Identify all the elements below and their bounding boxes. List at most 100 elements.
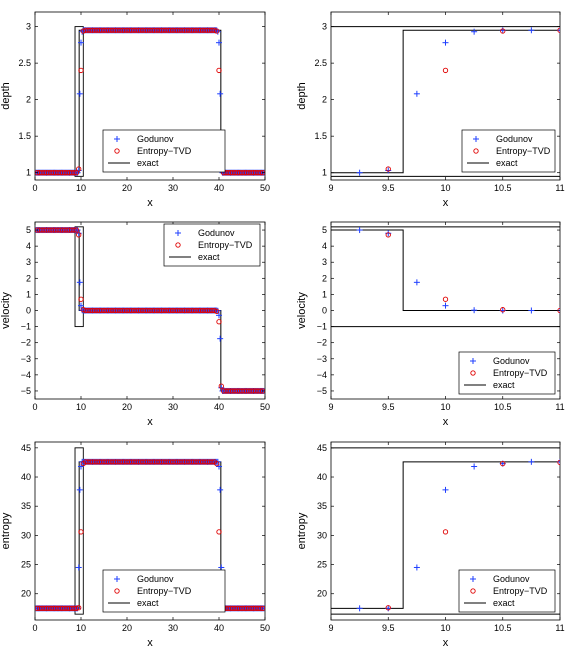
godunov-point <box>217 90 224 97</box>
y-tick-label: 5 <box>26 225 31 235</box>
godunov-point <box>356 169 363 176</box>
y-tick-label: 2.5 <box>314 58 327 68</box>
x-tick-label: 11 <box>555 623 564 633</box>
x-tick-label: 0 <box>32 402 37 412</box>
x-tick-label: 40 <box>214 402 224 412</box>
legend-tvd-marker <box>114 148 120 154</box>
x-tick-label: 11 <box>555 183 564 193</box>
godunov-point <box>471 28 478 35</box>
y-tick-label: 25 <box>317 560 327 570</box>
legend-godunov-label: Godunov <box>137 574 174 584</box>
y-tick-label: 1.5 <box>18 131 31 141</box>
y-tick-label: −1 <box>21 322 31 332</box>
exact-series-line <box>331 29 560 174</box>
y-tick-label: −1 <box>317 322 327 332</box>
tvd-point <box>73 170 80 176</box>
tvd-point <box>216 529 222 535</box>
godunov-point <box>471 463 478 470</box>
legend-exact-label: exact <box>493 380 515 390</box>
plot-area <box>35 26 265 177</box>
y-tick-label: 1 <box>322 289 327 299</box>
tvd-point <box>71 227 77 233</box>
x-tick-label: 9 <box>328 623 333 633</box>
legend-exact-label: exact <box>198 252 220 262</box>
tvd-point <box>442 296 449 302</box>
godunov-point <box>217 335 224 342</box>
tvd-point <box>211 307 218 314</box>
y-tick-label: 30 <box>317 530 327 540</box>
x-axis-label: x <box>443 637 449 649</box>
tvd-point <box>211 27 218 33</box>
legend-tvd-label: Entropy−TVD <box>137 586 192 596</box>
legend: Godunov Entropy−TVD exact <box>458 351 556 395</box>
godunov-point <box>528 307 535 314</box>
godunov-point <box>217 486 224 493</box>
y-tick-label: −3 <box>21 354 31 364</box>
tvd-point <box>385 605 391 611</box>
y-tick-label: 2.5 <box>18 58 31 68</box>
x-tick-label: 40 <box>214 623 224 633</box>
y-tick-label: 20 <box>317 589 327 599</box>
legend-godunov-marker <box>470 358 476 364</box>
tvd-point <box>500 28 506 34</box>
godunov-point <box>76 279 83 286</box>
legend-godunov-label: Godunov <box>137 134 174 144</box>
legend-tvd-marker <box>473 148 479 154</box>
legend-tvd-marker <box>114 588 120 594</box>
y-tick-label: 0 <box>322 306 327 316</box>
x-tick-label: 9.5 <box>382 183 395 193</box>
y-tick-label: 1.5 <box>314 131 327 141</box>
tvd-point <box>76 232 82 238</box>
zoom-box <box>74 226 84 328</box>
y-axis-label: depth <box>0 82 12 110</box>
zoom-box <box>74 26 84 177</box>
x-tick-label: 50 <box>260 623 270 633</box>
x-tick-label: 40 <box>214 183 224 193</box>
panel-velocity-zoom: 9 9.5 10 10.5 11 −5 −4 −3 −2 −1 0 1 2 3 4 5 x velocity God… <box>296 221 565 428</box>
tvd-point <box>73 605 80 611</box>
y-tick-label: 1 <box>26 289 31 299</box>
x-tick-label: 0 <box>32 183 37 193</box>
plot-area <box>331 26 560 177</box>
tvd-point <box>216 319 222 325</box>
godunov-point <box>413 564 420 571</box>
legend-godunov-label: Godunov <box>493 356 530 366</box>
tvd-point <box>385 232 391 238</box>
tvd-point <box>76 166 82 172</box>
tvd-point <box>260 605 265 611</box>
tvd-point <box>442 67 449 74</box>
tvd-point <box>78 529 84 535</box>
legend-tvd-label: Entropy−TVD <box>198 240 253 250</box>
y-tick-label: 5 <box>322 225 327 235</box>
panel-velocity-full: 0 10 20 30 40 50 −5 −4 −3 −2 −1 0 1 2 3 4 5 x velocity Godu… <box>0 221 270 428</box>
legend: Godunov Entropy−TVD exact <box>461 129 556 173</box>
x-tick-label: 10.5 <box>494 623 512 633</box>
x-tick-label: 30 <box>168 623 178 633</box>
godunov-series <box>356 458 560 612</box>
x-axis-label: x <box>147 197 153 209</box>
tvd-point <box>214 28 220 34</box>
godunov-point <box>442 302 449 309</box>
x-tick-label: 10 <box>440 402 450 412</box>
y-axis-label: depth <box>296 82 308 110</box>
x-tick-label: 10 <box>76 183 86 193</box>
legend-box <box>461 129 556 173</box>
x-tick-label: 9 <box>328 183 333 193</box>
tvd-point <box>442 529 449 535</box>
godunov-point <box>216 312 222 319</box>
tvd-series <box>35 27 265 176</box>
tvd-point <box>218 383 224 389</box>
y-tick-label: 2 <box>322 273 327 283</box>
legend-tvd-marker <box>470 588 476 594</box>
panel-entropy-full: 0 10 20 30 40 50 20 25 30 35 40 45 x entropy Godunov En… <box>0 441 270 649</box>
y-tick-label: 2 <box>322 95 327 105</box>
y-tick-label: 3 <box>26 22 31 32</box>
panel-depth-zoom: 9 9.5 10 10.5 1111.522.53xdepthGodunovEntrop… <box>296 11 565 209</box>
legend-tvd-marker <box>470 370 476 376</box>
tvd-point <box>78 296 84 302</box>
legend-godunov-marker <box>175 230 181 236</box>
tvd-point <box>557 459 560 466</box>
legend-tvd-label: Entropy−TVD <box>137 146 192 156</box>
tvd-point <box>214 308 220 314</box>
